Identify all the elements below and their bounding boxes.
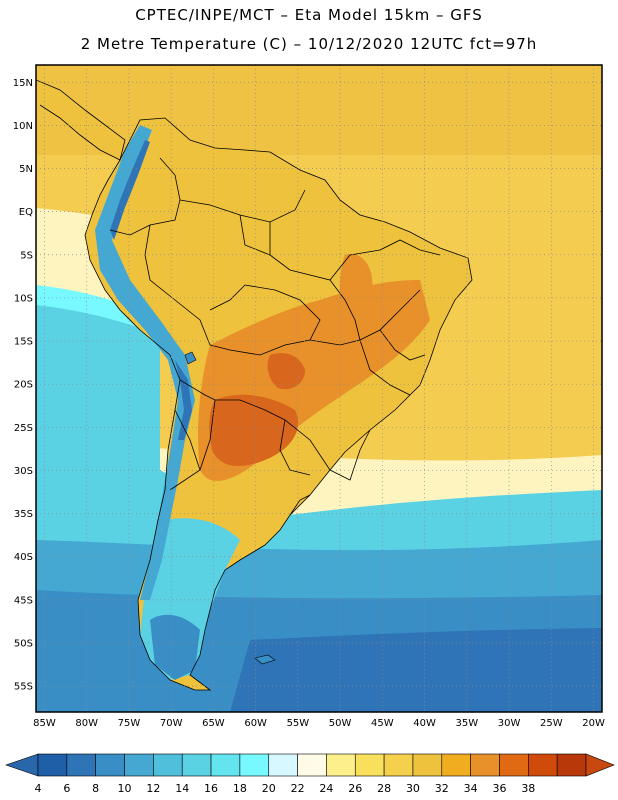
colorbar-box [297, 753, 327, 777]
lon-label: 60W [244, 718, 267, 729]
colorbar-box [95, 753, 125, 777]
colorbar-box [528, 753, 558, 777]
lat-label: 50S [14, 638, 33, 649]
colorbar-box [354, 753, 385, 777]
ocean-cool-band-2 [36, 305, 160, 470]
map-title: CPTEC/INPE/MCT – Eta Model 15km – GFS [135, 6, 483, 24]
lon-label: 80W [75, 718, 98, 729]
colorbar-label: 32 [435, 782, 449, 795]
lon-label: 40W [413, 718, 436, 729]
colorbar-box [470, 753, 500, 777]
colorbar-labels: 4 6 8 10 12 14 16 18 20 22 24 26 28 30 32 34 36 38 [35, 782, 536, 795]
lon-label: 75W [118, 718, 141, 729]
central-america-land [36, 80, 125, 160]
colorbar-label: 24 [319, 782, 333, 795]
map-subtitle: 2 Metre Temperature (C) – 10/12/2020 12U… [80, 35, 538, 53]
colorbar-label: 4 [35, 782, 42, 795]
mato-grosso-hot-zone [267, 353, 305, 390]
colorbar-label: 10 [118, 782, 132, 795]
lake-titicaca [184, 351, 197, 365]
lat-label: 35S [14, 509, 33, 520]
colorbar-label: 28 [377, 782, 391, 795]
temperature-map: 15N 10N 5N EQ 5S 10S 15S 20S 25S 30S 35S 40S 45S 50S 5… [13, 64, 605, 729]
paraguay-hottest-zone [209, 394, 299, 466]
colorbar-box [66, 753, 96, 777]
colorbar-label: 16 [204, 782, 218, 795]
colorbar-box [210, 753, 241, 777]
lon-label: 85W [33, 718, 56, 729]
colorbar: 4 6 8 10 12 14 16 18 20 22 24 26 28 30 32 34 36 38 [5, 753, 615, 795]
colorbar-label: 8 [92, 782, 99, 795]
colorbar-label: 26 [348, 782, 362, 795]
country-borders [36, 79, 473, 691]
lat-label: 55S [14, 682, 33, 693]
colorbar-box [499, 753, 529, 777]
lat-label: 30S [14, 466, 33, 477]
colorbar-over-arrow [585, 753, 615, 777]
longitude-labels: 85W 80W 75W 70W 65W 60W 55W 50W 45W 40W 35W 30W 25W 2… [33, 718, 605, 729]
lat-label: 5S [20, 250, 33, 261]
colorbar-box [124, 753, 154, 777]
colorbar-under-arrow [5, 753, 39, 777]
colorbar-box [556, 753, 587, 777]
ocean-south-coldest [230, 628, 602, 712]
colorbar-box [239, 753, 270, 777]
colorbar-label: 38 [521, 782, 535, 795]
colorbar-label: 18 [233, 782, 247, 795]
colorbar-box [441, 753, 471, 777]
lat-label: 20S [14, 380, 33, 391]
colorbar-label: 30 [406, 782, 420, 795]
colorbar-box [153, 753, 183, 777]
lon-label: 70W [160, 718, 183, 729]
lat-label: 10S [14, 293, 33, 304]
colorbar-box [37, 753, 68, 777]
colorbar-box [412, 753, 443, 777]
map-frame [35, 64, 603, 713]
latitude-labels: 15N 10N 5N EQ 5S 10S 15S 20S 25S 30S 35S 40S 45S 50S 5… [13, 78, 33, 693]
lat-label: EQ [19, 207, 33, 218]
lat-label: 10N [13, 121, 33, 132]
lon-label: 65W [202, 718, 225, 729]
colorbar-label: 6 [63, 782, 70, 795]
lon-label: 50W [329, 718, 352, 729]
lat-label: 15S [14, 337, 33, 348]
colorbar-label: 36 [492, 782, 506, 795]
falkland-islands [254, 654, 276, 665]
lat-label: 15N [13, 78, 33, 89]
colorbar-label: 22 [291, 782, 305, 795]
lat-label: 5N [19, 164, 33, 175]
colorbar-box [326, 753, 356, 777]
patagonia-south-cold [150, 614, 200, 680]
andes-cold-spine [95, 125, 195, 600]
lon-label: 45W [371, 718, 394, 729]
lon-label: 20W [582, 718, 605, 729]
lat-label: 40S [14, 552, 33, 563]
colorbar-box [383, 753, 414, 777]
lat-label: 45S [14, 595, 33, 606]
colorbar-box [181, 753, 212, 777]
northeast-hot-zone [339, 254, 373, 321]
colorbar-label: 20 [262, 782, 276, 795]
lon-label: 55W [287, 718, 310, 729]
colorbar-box [268, 753, 298, 777]
colorbar-label: 12 [146, 782, 160, 795]
lat-label: 25S [14, 423, 33, 434]
colorbar-label: 14 [175, 782, 189, 795]
lon-label: 35W [456, 718, 479, 729]
colorbar-label: 34 [464, 782, 478, 795]
lon-label: 25W [540, 718, 563, 729]
lon-label: 30W [498, 718, 521, 729]
